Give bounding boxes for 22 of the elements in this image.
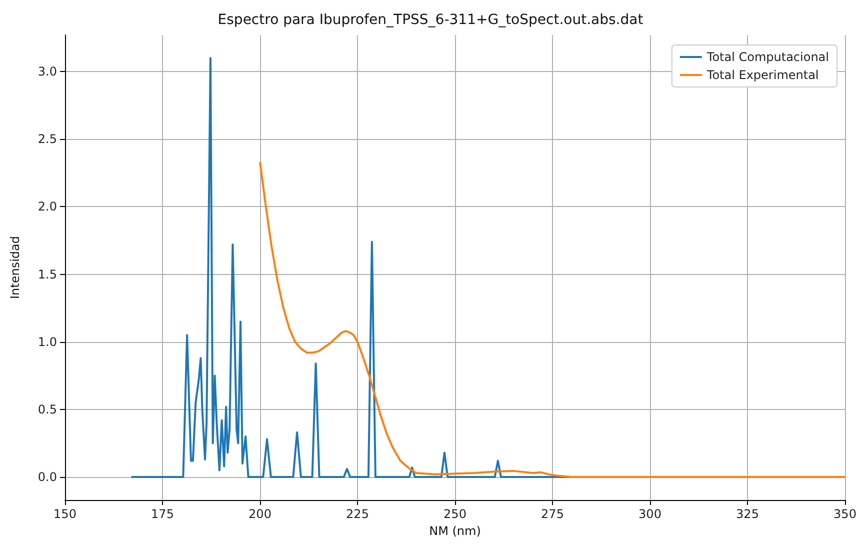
y-tick-label: 1.0 xyxy=(38,334,57,349)
y-tick-label: 2.5 xyxy=(38,132,57,146)
y-tick-label: 0.0 xyxy=(38,470,57,484)
legend-label: Total Computacional xyxy=(706,50,830,64)
y-axis-title: Intensidad xyxy=(8,236,22,300)
x-tick-label: 250 xyxy=(444,507,466,521)
x-tick-label: 275 xyxy=(541,507,564,521)
y-tick-label: 3.0 xyxy=(38,64,57,78)
x-tick-label: 150 xyxy=(54,507,76,521)
legend-label: Total Experimental xyxy=(706,68,819,82)
x-tick-label: 200 xyxy=(248,507,272,521)
x-tick-label: 350 xyxy=(834,507,856,521)
y-tick-label: 1.5 xyxy=(38,267,57,282)
line-series xyxy=(259,161,846,478)
y-tick-label: 0.5 xyxy=(38,402,57,416)
y-tick-label: 2.0 xyxy=(38,200,57,214)
x-axis-title: NM (nm) xyxy=(429,524,481,538)
x-tick-label: 225 xyxy=(346,507,369,521)
chart-title: Espectro para Ibuprofen_TPSS_6-311+G_toSpect.out.abs.dat xyxy=(218,12,644,28)
x-tick-label: 325 xyxy=(736,507,759,521)
x-tick-label: 300 xyxy=(638,507,662,521)
x-tick-label: 175 xyxy=(151,507,174,521)
